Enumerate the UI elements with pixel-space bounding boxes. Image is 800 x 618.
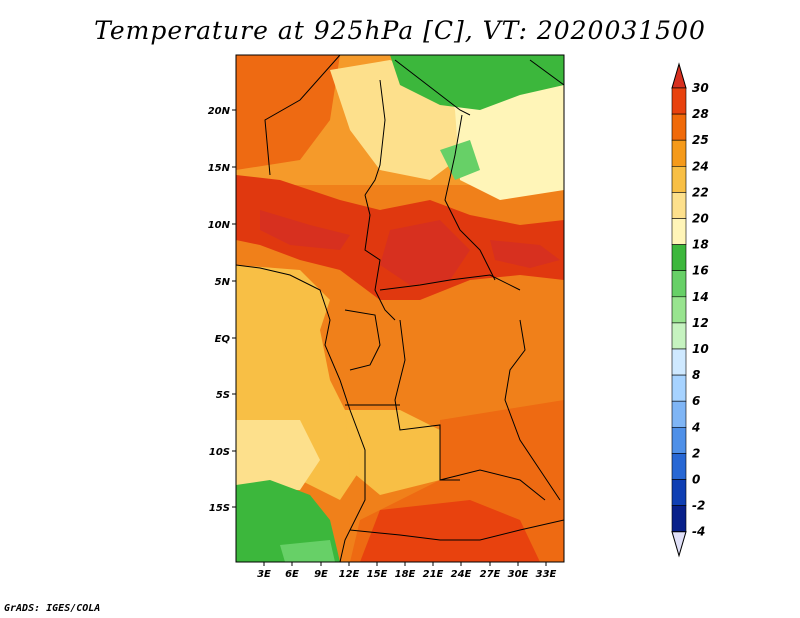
lat-tick-label: EQ [215, 334, 231, 345]
lat-axis: 20N 15N 10N 5N EQ 5S 10S 15S [208, 106, 236, 514]
colorbar-segment [671, 218, 687, 245]
lon-tick-label: 24E [451, 569, 472, 580]
colorbar-segment [671, 270, 687, 298]
lat-tick-label: 5S [216, 390, 230, 401]
colorbar-level-label: 0 [692, 473, 700, 487]
map-frame [235, 54, 565, 563]
colorbar-segment [671, 113, 687, 141]
colorbar-level-label: 10 [692, 342, 709, 356]
colorbar-segment [671, 400, 687, 428]
temperature-field [236, 55, 564, 562]
colorbar-level-label: 2 [692, 446, 700, 460]
colorbar-bottom-arrow [671, 531, 687, 558]
colorbar-level-label: 12 [692, 316, 709, 330]
colorbar-segment [671, 374, 687, 402]
colorbar-segment [671, 192, 687, 219]
colorbar-level-label: 4 [691, 420, 700, 434]
lon-tick-label: 18E [395, 569, 416, 580]
colorbar-level-label: 20 [692, 212, 709, 226]
colorbar-level-label: 14 [692, 290, 709, 304]
colorbar-segment [671, 166, 687, 193]
lon-tick-label: 15E [367, 569, 388, 580]
colorbar-segment [671, 87, 687, 115]
colorbar-segment [671, 244, 687, 272]
lat-tick-label: 5N [215, 277, 231, 288]
colorbar-level-label: 25 [692, 133, 709, 147]
colorbar-segment [671, 479, 687, 506]
lon-tick-label: 12E [339, 569, 360, 580]
colorbar-segment [671, 139, 687, 167]
lat-tick-label: 15N [208, 163, 231, 174]
country-borders [236, 55, 564, 562]
colorbar-level-label: 6 [692, 394, 700, 408]
lon-tick-label: 9E [314, 569, 328, 580]
colorbar-level-label: 22 [692, 185, 709, 199]
colorbar-level-label: 24 [692, 159, 709, 173]
colorbar-segment [671, 505, 687, 533]
lon-axis: 3E 6E 9E 12E 15E 18E 21E 24E 27E 30E 33E [257, 562, 557, 580]
colorbar-segment [671, 453, 687, 480]
lon-tick-label: 30E [508, 569, 529, 580]
colorbar-level-label: 18 [692, 238, 709, 252]
lon-tick-label: 3E [257, 569, 271, 580]
lat-tick-label: 15S [209, 503, 230, 514]
lon-tick-label: 27E [480, 569, 501, 580]
colorbar-level-label: 8 [692, 368, 700, 382]
lat-tick-label: 20N [208, 106, 231, 117]
colorbar-level-label: 30 [692, 81, 709, 95]
lat-tick-label: 10S [209, 447, 230, 458]
lon-tick-label: 33E [536, 569, 557, 580]
colorbar-level-label: -2 [692, 499, 705, 513]
lon-tick-label: 6E [285, 569, 299, 580]
colorbar-top-arrow [671, 62, 687, 89]
colorbar-segment [671, 426, 687, 454]
colorbar-segment [671, 322, 687, 350]
colorbar-level-label: 28 [692, 107, 709, 121]
credit-text: GrADS: IGES/COLA [4, 603, 101, 614]
colorbar-level-label: -4 [692, 525, 705, 539]
map-title: Temperature at 925hPa [C], VT: 202003150… [94, 16, 706, 45]
lon-tick-label: 21E [423, 569, 444, 580]
colorbar-segment [671, 348, 687, 376]
colorbar-level-label: 16 [692, 264, 709, 278]
lat-tick-label: 10N [208, 220, 231, 231]
colorbar-segment [671, 296, 687, 324]
